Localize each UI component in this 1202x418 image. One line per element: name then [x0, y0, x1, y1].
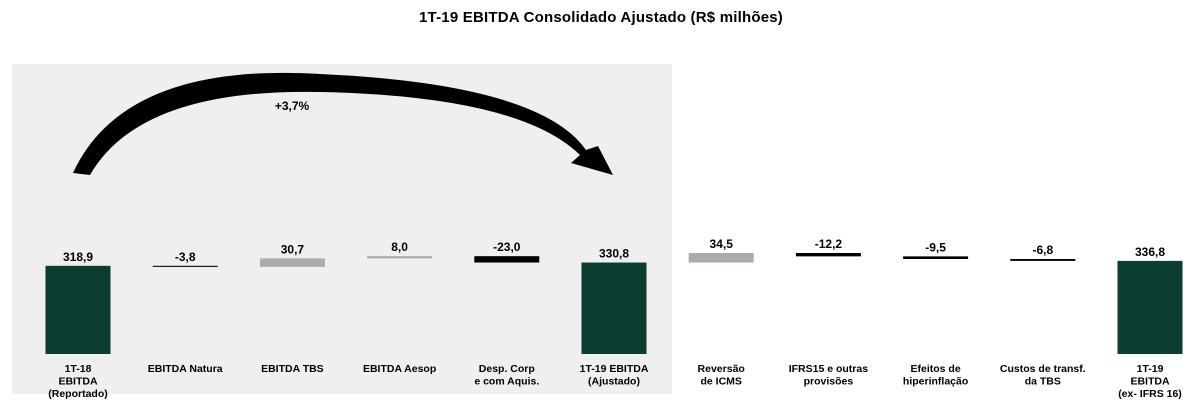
- category-label-line: (ex- IFRS 16): [1118, 388, 1182, 400]
- category-label-2: EBITDA TBS: [261, 363, 324, 375]
- value-label-0: 318,9: [63, 250, 93, 264]
- bar-5: [581, 262, 647, 354]
- value-label-3: 8,0: [391, 240, 408, 254]
- category-label-line: Desp. Corp: [479, 363, 535, 375]
- value-label-10: 336,8: [1135, 245, 1165, 259]
- category-label-line: EBITDA TBS: [261, 363, 324, 375]
- category-label-line: hiperinflação: [903, 376, 968, 388]
- category-label-line: 1T-19: [1137, 363, 1164, 375]
- bar-6: [688, 252, 754, 263]
- category-label-3: EBITDA Aesop: [363, 363, 436, 375]
- category-label-8: Efeitos de hiperinflação: [903, 363, 968, 388]
- category-label-line: EBITDA: [1130, 376, 1170, 388]
- category-label-line: da TBS: [1025, 376, 1061, 388]
- category-label-line: IFRS15 e outras: [789, 363, 869, 375]
- category-label-line: (Reportado): [48, 388, 108, 400]
- bar-10: [1117, 260, 1183, 354]
- category-label-9: Custos de transf. da TBS: [1000, 363, 1086, 388]
- category-label-line: e com Aquis.: [474, 376, 539, 388]
- category-label-line: Reversão: [698, 363, 745, 375]
- category-label-0: 1T-18 EBITDA (Reportado): [48, 363, 108, 400]
- category-label-7: IFRS15 e outras provisões: [789, 363, 869, 388]
- category-label-line: 1T-18: [65, 363, 92, 375]
- bar-8: [903, 256, 969, 259]
- category-label-line: Efeitos de: [911, 363, 961, 375]
- value-label-7: -12,2: [815, 237, 843, 251]
- category-label-6: Reversão de ICMS: [698, 363, 745, 388]
- category-label-line: (Ajustado): [588, 376, 640, 388]
- category-label-line: EBITDA Aesop: [363, 363, 436, 375]
- category-label-1: EBITDA Natura: [148, 363, 223, 375]
- category-label-line: EBITDA: [58, 376, 98, 388]
- category-label-line: Custos de transf.: [1000, 363, 1086, 375]
- category-label-line: provisões: [804, 376, 854, 388]
- bar-3: [367, 256, 433, 259]
- category-label-line: de ICMS: [700, 376, 741, 388]
- growth-annotation: +3,7%: [275, 99, 310, 113]
- growth-arrow-icon: [73, 72, 613, 175]
- category-label-5: 1T-19 EBITDA (Ajustado): [580, 363, 649, 388]
- bar-4: [474, 256, 540, 263]
- bar-0: [45, 265, 111, 354]
- category-label-line: 1T-19 EBITDA: [580, 363, 649, 375]
- category-label-10: 1T-19 EBITDA (ex- IFRS 16): [1118, 363, 1182, 400]
- bar-7: [795, 252, 861, 257]
- bar-1: [152, 265, 218, 267]
- category-label-4: Desp. Corp e com Aquis.: [474, 363, 539, 388]
- value-label-8: -9,5: [925, 240, 946, 254]
- bar-9: [1010, 258, 1076, 261]
- value-label-2: 30,7: [281, 242, 305, 256]
- category-label-line: EBITDA Natura: [148, 363, 223, 375]
- value-label-9: -6,8: [1032, 243, 1053, 257]
- value-label-4: -23,0: [493, 240, 521, 254]
- value-label-1: -3,8: [175, 250, 196, 264]
- value-label-6: 34,5: [710, 237, 734, 251]
- value-label-5: 330,8: [599, 247, 629, 261]
- bar-2: [259, 258, 325, 267]
- chart-title: 1T-19 EBITDA Consolidado Ajustado (R$ mi…: [419, 9, 783, 26]
